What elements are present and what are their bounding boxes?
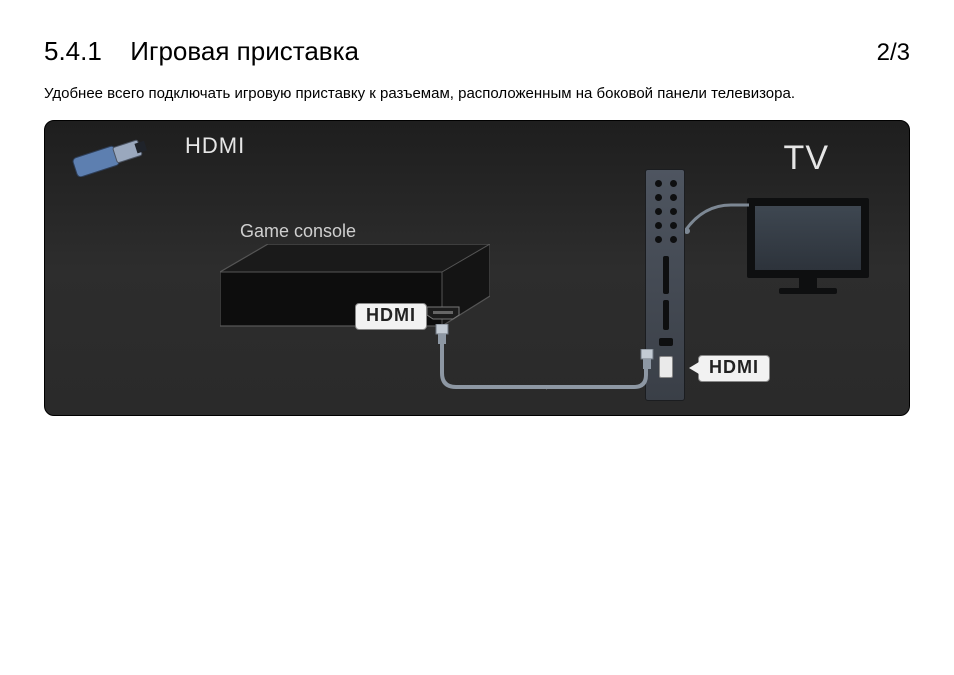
cable-plug-tv-icon — [638, 349, 656, 379]
tv-hdmi-badge: HDMI — [698, 355, 770, 382]
header-left: 5.4.1 Игровая приставка — [44, 36, 359, 67]
section-title: Игровая приставка — [130, 36, 359, 66]
console-hdmi-port-icon — [425, 305, 461, 321]
game-console-label: Game console — [240, 221, 356, 242]
hdmi-top-label: HDMI — [185, 133, 245, 159]
cable-plug-console-icon — [433, 324, 451, 354]
tv-top-label: TV — [784, 139, 829, 178]
console-hdmi-badge: HDMI — [355, 303, 427, 330]
hdmi-connector-icon — [67, 135, 153, 177]
page-indicator: 2/3 — [877, 39, 910, 67]
tv-panel-hdmi-port-icon — [659, 356, 673, 378]
hdmi-cable — [430, 321, 660, 401]
tv-connection-wire — [685, 203, 749, 239]
section-number: 5.4.1 — [44, 36, 102, 66]
page-subtitle: Удобнее всего подключать игровую пристав… — [44, 85, 910, 102]
badge-pointer-icon — [689, 362, 699, 374]
page-header: 5.4.1 Игровая приставка 2/3 — [44, 36, 910, 67]
connection-diagram: HDMI TV Game console HDMI — [44, 120, 910, 416]
tv-monitor-icon — [745, 196, 871, 304]
